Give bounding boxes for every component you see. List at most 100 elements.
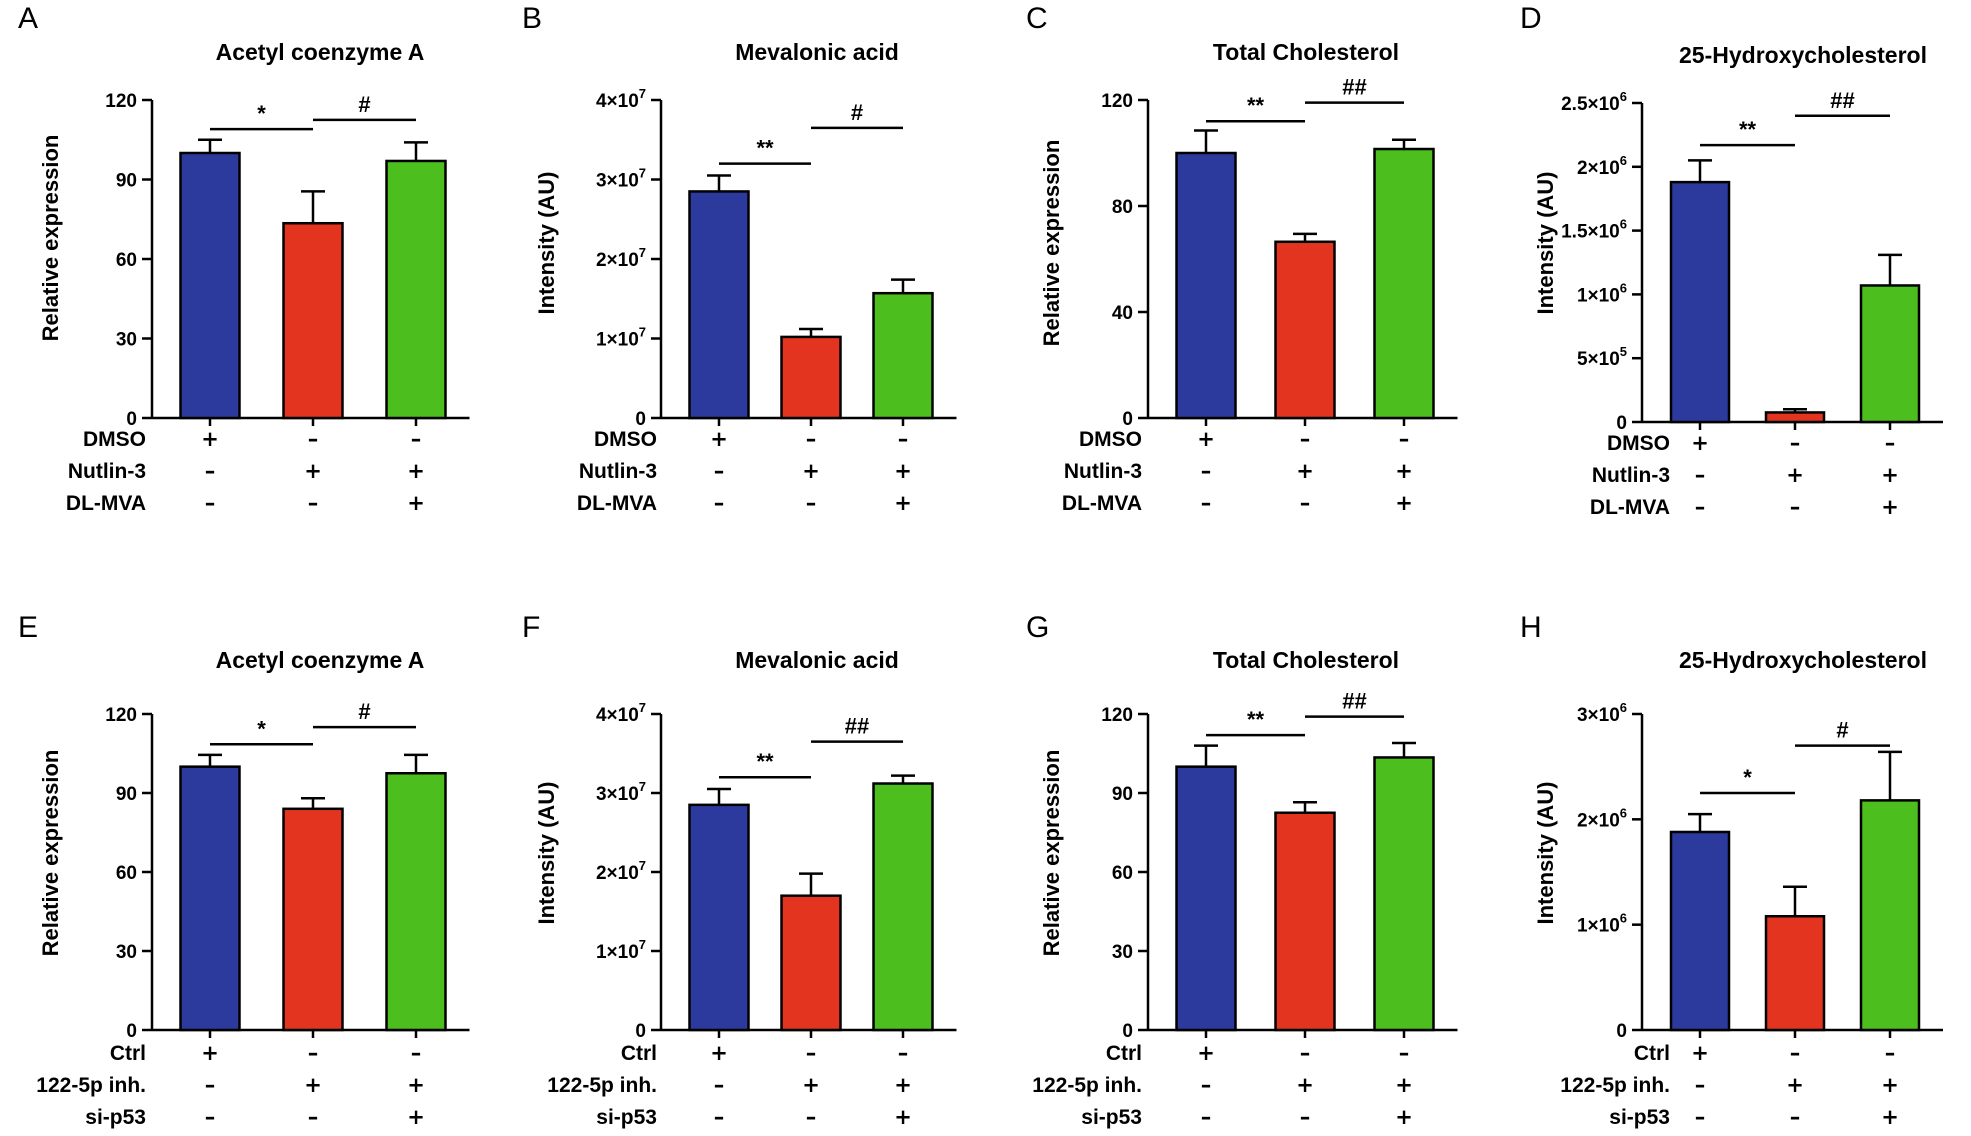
- panel-letter-a: A: [18, 2, 38, 35]
- condition-sign-e-1-1: +: [304, 1073, 322, 1097]
- condition-sign-c-0-2: –: [1399, 427, 1410, 451]
- bar-d-0: [1669, 180, 1731, 424]
- condition-label-g-1: 122-5p inh.: [1032, 1074, 1142, 1097]
- error-bar-h-0: [1688, 812, 1712, 832]
- panel-letter-c: C: [1026, 2, 1048, 35]
- condition-label-g-0: Ctrl: [1106, 1042, 1142, 1065]
- condition-sign-a-1-2: +: [407, 459, 425, 483]
- condition-sign-d-0-2: –: [1885, 431, 1896, 455]
- error-bar-f-0: [707, 787, 731, 805]
- condition-sign-d-1-0: –: [1695, 463, 1706, 487]
- significance-label-f-0: **: [756, 749, 774, 774]
- condition-sign-f-0-2: –: [898, 1041, 909, 1065]
- y-tick-label-e-3: 90: [116, 784, 137, 805]
- condition-sign-b-0-1: –: [806, 427, 817, 451]
- significance-label-c-1: ##: [1342, 75, 1366, 100]
- chart-title-b: Mevalonic acid: [735, 39, 899, 65]
- error-bar-e-1: [301, 797, 325, 809]
- condition-sign-e-0-0: +: [201, 1041, 219, 1065]
- condition-sign-h-0-2: –: [1885, 1041, 1896, 1065]
- panel-letter-g: G: [1026, 611, 1049, 644]
- bar-f-1: [780, 894, 842, 1032]
- significance-label-h-0: *: [1743, 765, 1752, 790]
- condition-label-c-1: Nutlin-3: [1064, 460, 1142, 483]
- y-tick-label-a-4: 120: [105, 91, 137, 112]
- error-bar-c-0: [1194, 129, 1218, 153]
- y-tick-label-e-2: 60: [116, 863, 137, 884]
- y-tick-label-g-2: 60: [1112, 863, 1133, 884]
- bar-g-2: [1373, 756, 1435, 1032]
- condition-sign-b-2-1: –: [806, 491, 817, 515]
- condition-sign-d-2-0: –: [1695, 495, 1706, 519]
- condition-label-b-1: Nutlin-3: [579, 460, 657, 483]
- condition-sign-h-2-2: +: [1881, 1105, 1899, 1129]
- chart-title-e: Acetyl coenzyme A: [216, 647, 425, 673]
- condition-sign-b-0-0: +: [710, 427, 728, 451]
- y-tick-label-f-4: 4×107: [596, 700, 646, 726]
- condition-sign-g-2-0: –: [1201, 1105, 1212, 1129]
- y-tick-label-h-2: 2×106: [1577, 805, 1627, 831]
- panel-letter-h: H: [1520, 611, 1542, 644]
- y-tick-label-a-0: 0: [126, 409, 137, 430]
- y-axis-label-e: Relative expression: [38, 750, 63, 957]
- significance-label-f-1: ##: [845, 714, 869, 739]
- panel-f: F Mevalonic acid Intensity (AU) 0 1×107 2×107…: [522, 611, 957, 1129]
- condition-sign-f-2-0: –: [714, 1105, 725, 1129]
- bar-h-2: [1859, 799, 1921, 1032]
- panel-b: B Mevalonic acid Intensity (AU) 0 1×107 2×107…: [522, 2, 957, 515]
- panel-letter-d: D: [1520, 2, 1542, 35]
- condition-label-e-2: si-p53: [85, 1106, 146, 1129]
- significance-label-d-0: **: [1739, 117, 1757, 142]
- condition-sign-b-1-0: –: [714, 459, 725, 483]
- condition-label-c-0: DMSO: [1079, 428, 1142, 451]
- bar-f-0: [688, 803, 750, 1032]
- condition-sign-b-1-1: +: [802, 459, 820, 483]
- condition-sign-a-2-2: +: [407, 491, 425, 515]
- significance-label-g-1: ##: [1342, 689, 1366, 714]
- condition-sign-f-2-1: –: [806, 1105, 817, 1129]
- condition-sign-a-1-1: +: [304, 459, 322, 483]
- condition-sign-h-1-2: +: [1881, 1073, 1899, 1097]
- bar-c-2: [1373, 147, 1435, 420]
- y-tick-label-h-3: 3×106: [1577, 700, 1627, 726]
- condition-sign-c-2-2: +: [1395, 491, 1413, 515]
- significance-label-a-1: #: [358, 92, 370, 117]
- condition-sign-f-0-0: +: [710, 1041, 728, 1065]
- condition-sign-b-2-0: –: [714, 491, 725, 515]
- condition-sign-g-1-2: +: [1395, 1073, 1413, 1097]
- bar-a-1: [282, 221, 344, 420]
- condition-sign-b-2-2: +: [894, 491, 912, 515]
- bar-e-0: [179, 765, 241, 1032]
- error-bar-g-0: [1194, 744, 1218, 767]
- significance-label-a-0: *: [257, 101, 266, 126]
- condition-label-b-0: DMSO: [594, 428, 657, 451]
- error-bar-f-1: [799, 872, 823, 896]
- error-bar-b-2: [891, 278, 915, 294]
- bar-b-2: [872, 291, 934, 420]
- y-tick-label-e-4: 120: [105, 705, 137, 726]
- condition-label-c-2: DL-MVA: [1062, 492, 1142, 515]
- y-tick-label-f-0: 0: [635, 1021, 646, 1042]
- y-tick-label-d-2: 1×106: [1577, 280, 1627, 306]
- y-tick-label-g-4: 120: [1101, 705, 1133, 726]
- bar-d-2: [1859, 284, 1921, 424]
- condition-sign-g-0-0: +: [1197, 1041, 1215, 1065]
- error-bar-f-2: [891, 774, 915, 784]
- y-axis-label-g: Relative expression: [1039, 750, 1064, 957]
- condition-sign-c-0-1: –: [1300, 427, 1311, 451]
- error-bar-d-1: [1783, 407, 1807, 413]
- condition-sign-f-1-1: +: [802, 1073, 820, 1097]
- bar-d-1: [1764, 411, 1826, 424]
- condition-label-d-1: Nutlin-3: [1592, 464, 1670, 487]
- condition-sign-h-2-0: –: [1695, 1105, 1706, 1129]
- condition-sign-d-1-1: +: [1786, 463, 1804, 487]
- error-bar-a-0: [198, 138, 222, 153]
- y-tick-label-b-0: 0: [635, 409, 646, 430]
- condition-sign-d-2-1: –: [1790, 495, 1801, 519]
- bar-c-0: [1175, 151, 1237, 420]
- significance-label-b-1: #: [851, 100, 863, 125]
- bar-f-2: [872, 782, 934, 1032]
- condition-sign-e-1-2: +: [407, 1073, 425, 1097]
- chart-title-c: Total Cholesterol: [1213, 39, 1399, 65]
